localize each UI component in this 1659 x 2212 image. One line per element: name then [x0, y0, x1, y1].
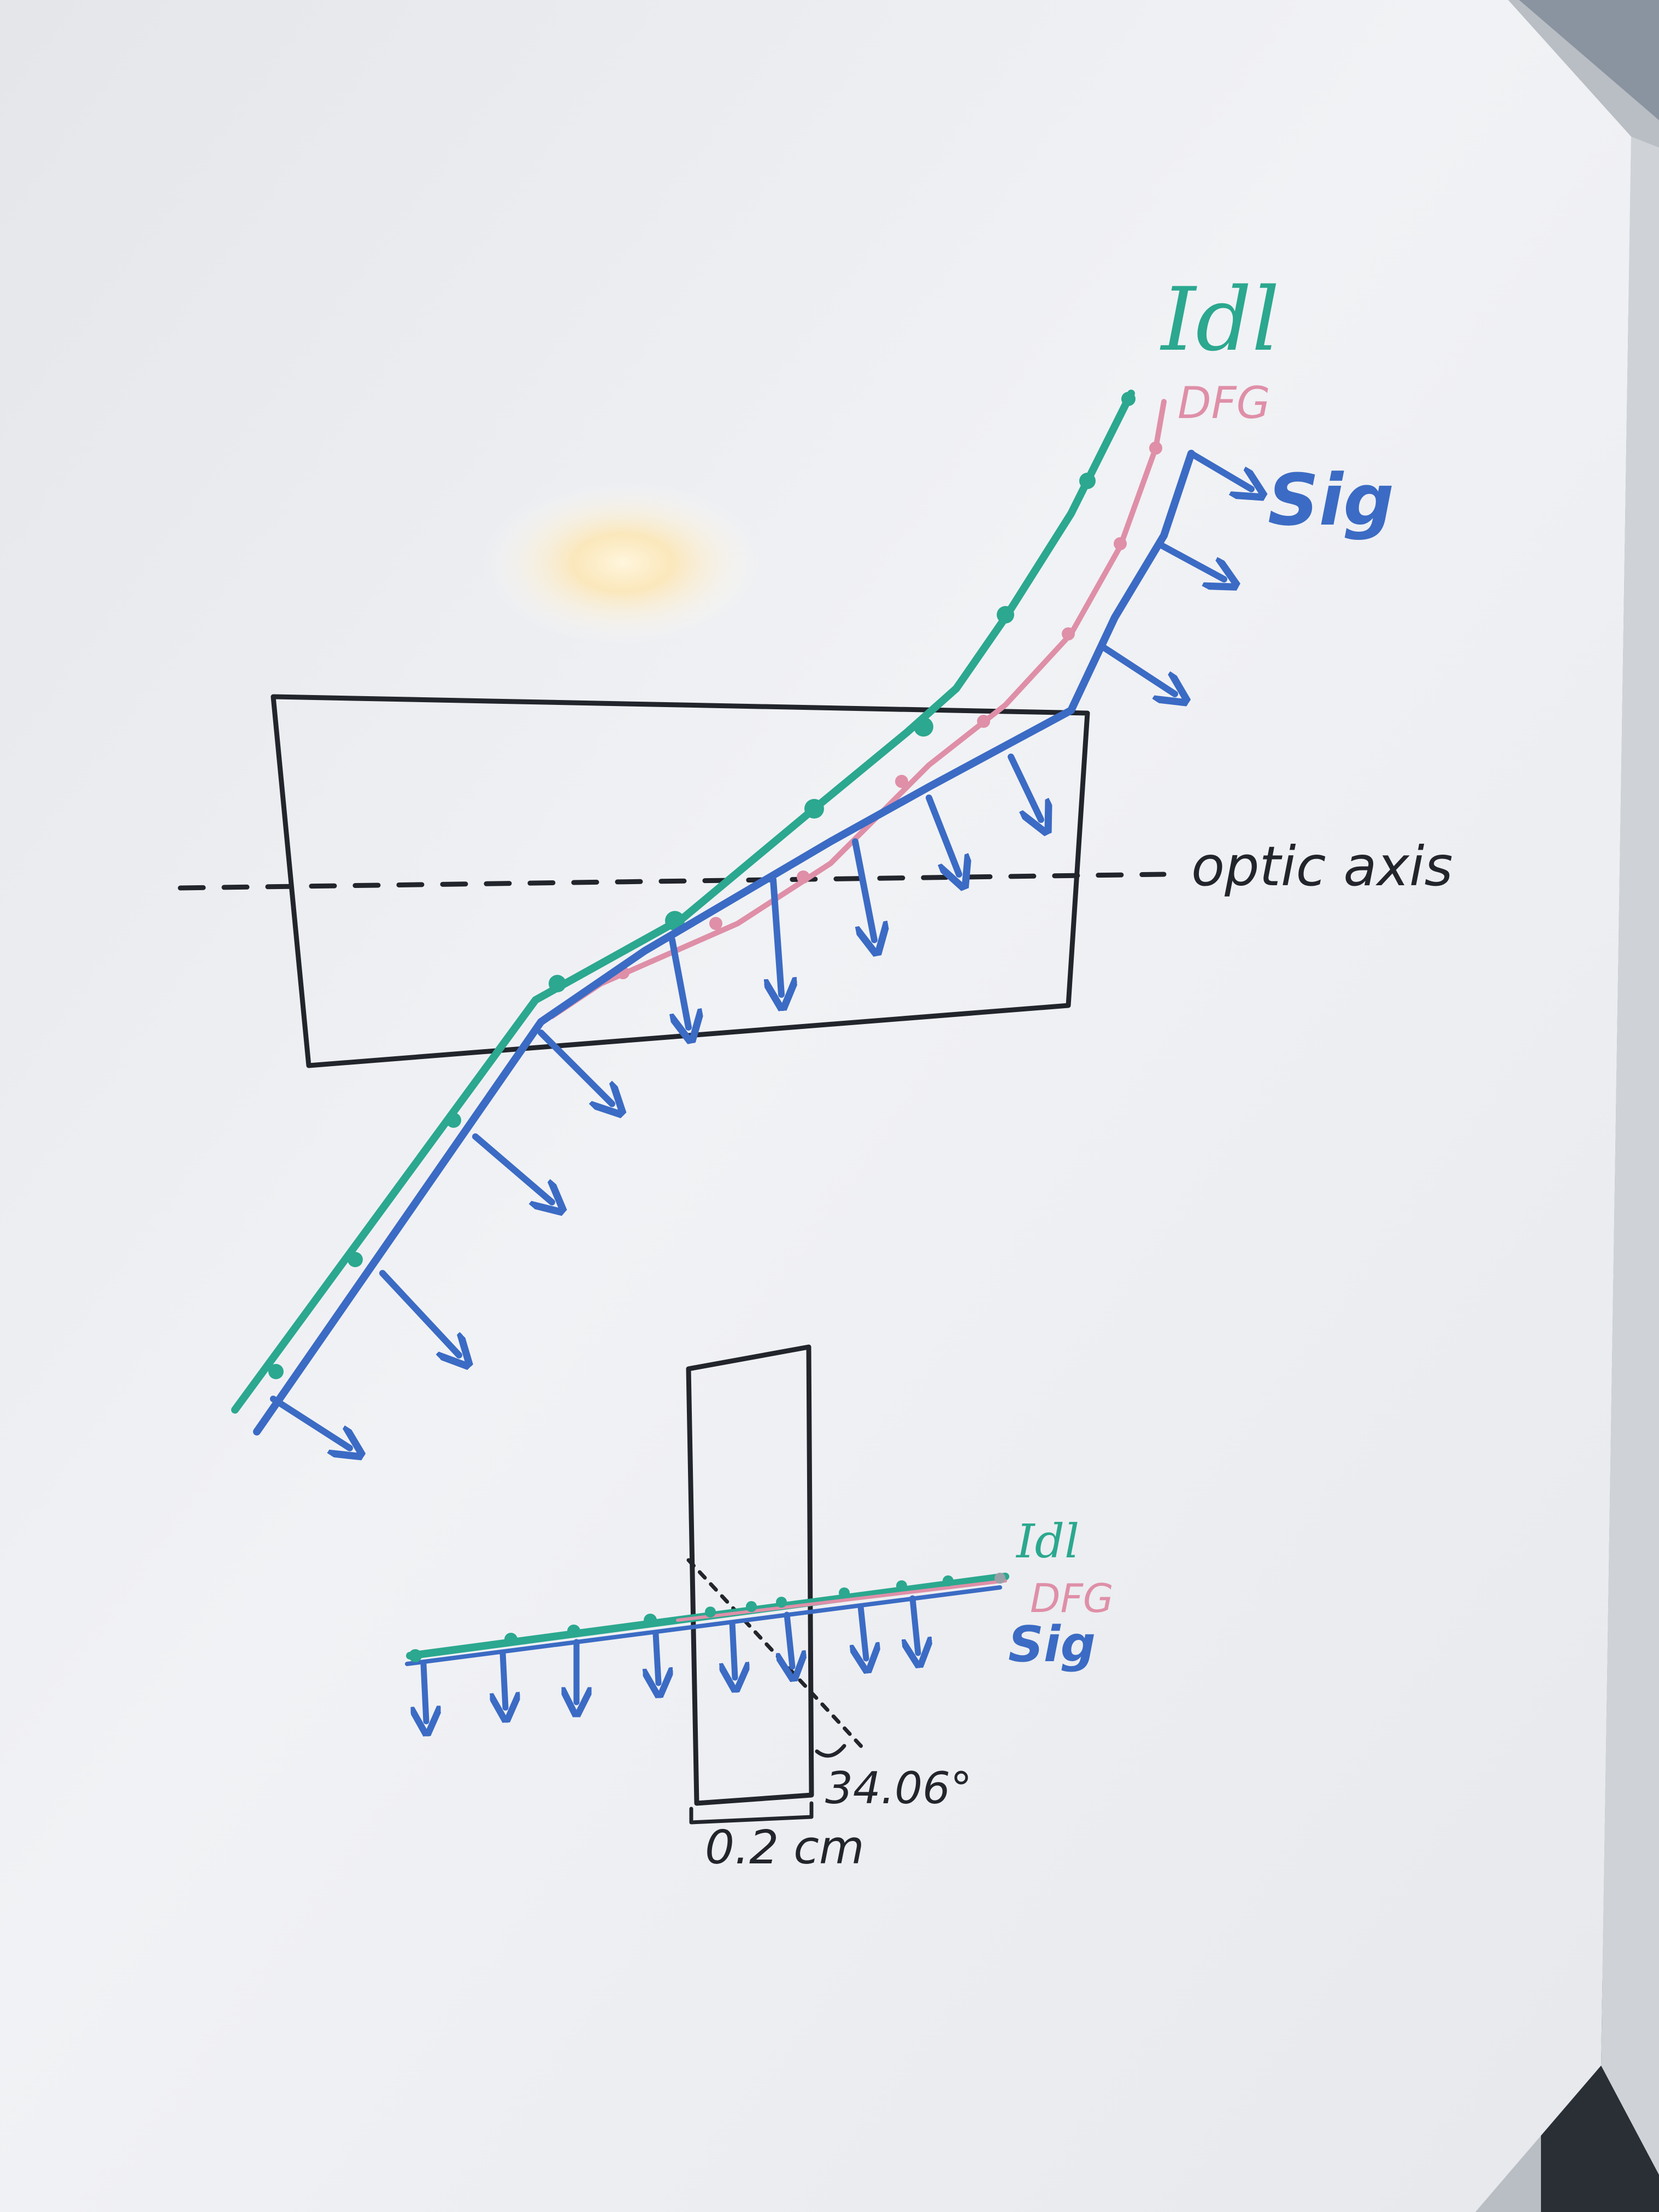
top-diagram — [178, 390, 1251, 1448]
crystal-slab — [686, 1344, 814, 1806]
angle-arc — [815, 1744, 846, 1758]
top-label-idler: Idl — [1160, 268, 1280, 370]
thickness-label: 0.2 cm — [705, 1821, 864, 1875]
bottom-dfg-beam — [676, 1579, 1007, 1622]
bottom-idler-dots — [409, 1573, 1005, 1662]
bottom-label-idler: Idl — [1015, 1515, 1079, 1569]
bottom-label-signal: Sig — [1008, 1616, 1096, 1673]
light-glare — [481, 481, 765, 645]
bottom-signal-arrows — [423, 1595, 918, 1721]
thickness-bracket — [689, 1801, 814, 1825]
top-label-dfg: DFG — [1178, 378, 1270, 428]
top-label-optic-axis: optic axis — [1191, 834, 1453, 898]
cut-angle-line — [686, 1558, 866, 1751]
bottom-diagram — [405, 1344, 1009, 1825]
crystal-box — [270, 694, 1090, 1068]
dfg-dots — [616, 442, 1162, 979]
whiteboard-rail — [1601, 137, 1659, 2175]
top-label-signal: Sig — [1268, 458, 1394, 542]
bottom-signal-beam — [405, 1585, 1002, 1666]
dfg-beam — [549, 399, 1167, 1019]
idler-beam — [231, 390, 1135, 1414]
bottom-label-dfg: DFG — [1030, 1575, 1114, 1621]
idler-dots — [268, 392, 1136, 1379]
signal-beam — [253, 450, 1195, 1436]
angle-label: 34.06° — [825, 1763, 972, 1814]
signal-polarization-arrows — [270, 450, 1251, 1448]
optic-axis-line — [178, 872, 1167, 891]
